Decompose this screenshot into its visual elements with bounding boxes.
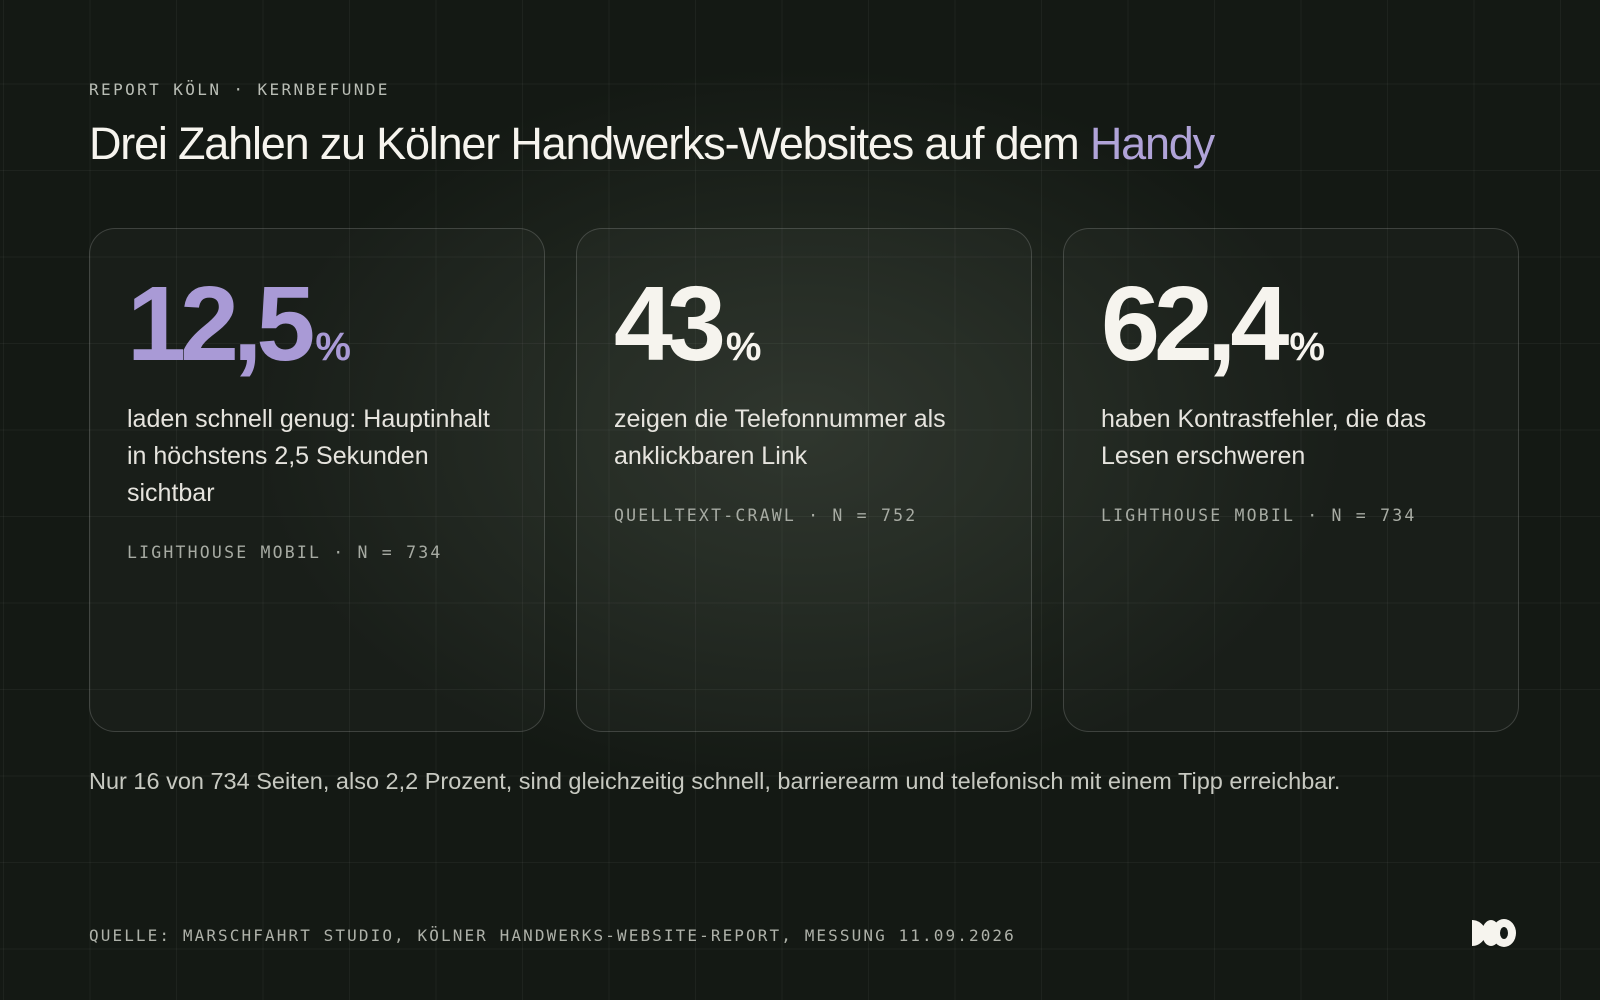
footer-source: QUELLE: MARSCHFAHRT STUDIO, KÖLNER HANDW… — [89, 926, 1016, 945]
eyebrow-label: REPORT KÖLN · KERNBEFUNDE — [89, 80, 390, 99]
stat-description: haben Kontrastfehler, die das Lesen ersc… — [1101, 405, 1427, 470]
stat-number: 43 — [614, 265, 726, 383]
summary-text: Nur 16 von 734 Seiten, also 2,2 Prozent,… — [89, 768, 1341, 794]
stat-card-phone-link: 43% zeigen die Telefonnummer als anklick… — [576, 228, 1032, 732]
stat-number: 12,5 — [127, 265, 315, 383]
page-title-main: Drei Zahlen zu Kölner Handwerks-Websites… — [89, 118, 1090, 169]
stat-unit: % — [725, 325, 762, 369]
stat-value: 43% — [614, 271, 761, 377]
stat-value: 62,4% — [1101, 271, 1325, 377]
stat-source: LIGHTHOUSE MOBIL · N = 734 — [127, 543, 443, 562]
stat-unit: % — [1289, 325, 1325, 369]
page-title: Drei Zahlen zu Kölner Handwerks-Websites… — [89, 118, 1215, 170]
stat-unit: % — [315, 325, 351, 369]
page-title-accent: Handy — [1089, 118, 1215, 169]
brand-logo-icon — [1472, 919, 1516, 947]
stat-value: 12,5% — [127, 271, 351, 377]
stat-card-contrast-errors: 62,4% haben Kontrastfehler, die das Lese… — [1063, 228, 1519, 732]
stat-number: 62,4 — [1101, 265, 1289, 383]
stat-description: laden schnell genug: Hauptinhalt in höch… — [127, 405, 490, 507]
stat-description: zeigen die Telefonnummer als anklickbare… — [614, 405, 946, 470]
stat-source: QUELLTEXT-CRAWL · N = 752 — [614, 506, 918, 525]
stat-card-loading-speed: 12,5% laden schnell genug: Hauptinhalt i… — [89, 228, 545, 732]
stat-source: LIGHTHOUSE MOBIL · N = 734 — [1101, 506, 1417, 525]
